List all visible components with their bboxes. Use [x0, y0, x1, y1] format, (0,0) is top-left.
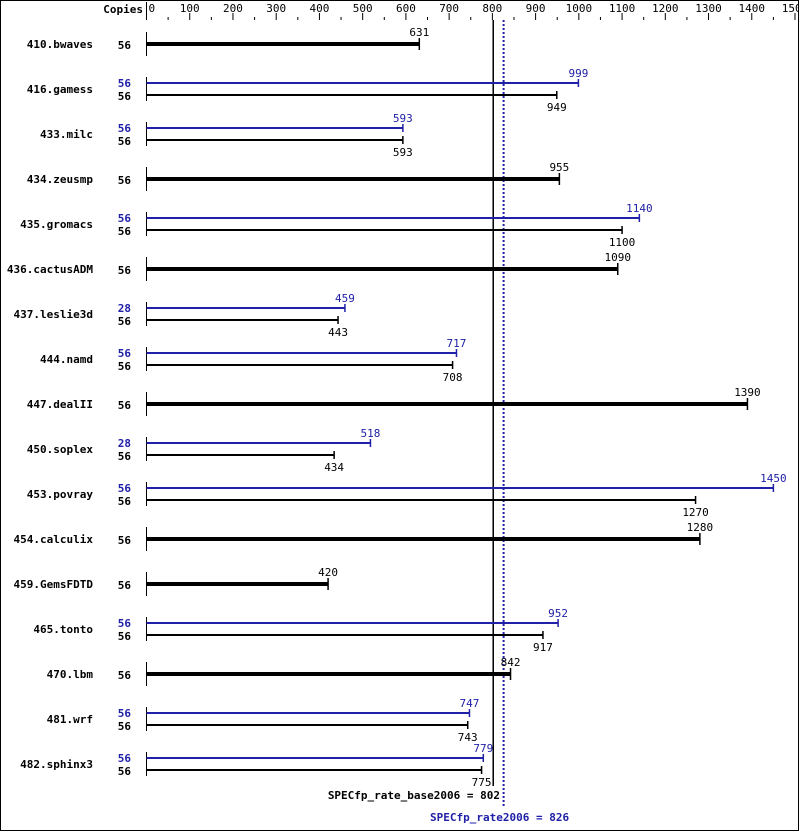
base-value-label: 743 [458, 731, 478, 744]
base-copies: 56 [118, 765, 132, 778]
peak-value-label: 717 [447, 337, 467, 350]
peak-copies: 56 [118, 77, 132, 90]
base-value-label: 708 [443, 371, 463, 384]
benchmark-label: 459.GemsFDTD [14, 578, 94, 591]
x-tick-label: 700 [439, 2, 459, 15]
peak-value-label: 952 [548, 607, 568, 620]
base-value-label: 1280 [687, 521, 714, 534]
base-value-label: 420 [318, 566, 338, 579]
x-tick-label: 1100 [609, 2, 636, 15]
base-value-label: 593 [393, 146, 413, 159]
x-tick-label: 1000 [566, 2, 593, 15]
x-tick-label: 200 [223, 2, 243, 15]
base-value-label: 955 [549, 161, 569, 174]
base-copies: 56 [118, 174, 132, 187]
x-tick-label: 1200 [652, 2, 679, 15]
peak-value-label: 779 [473, 742, 493, 755]
base-copies: 56 [118, 450, 132, 463]
peak-value-label: 518 [361, 427, 381, 440]
benchmark-label: 481.wrf [47, 713, 93, 726]
base-value-label: 631 [409, 26, 429, 39]
base-value-label: 1090 [604, 251, 631, 264]
base-copies: 56 [118, 630, 132, 643]
benchmark-label: 447.dealII [27, 398, 93, 411]
base-value-label: 1390 [734, 386, 761, 399]
benchmark-label: 437.leslie3d [14, 308, 93, 321]
base-copies: 56 [118, 39, 132, 52]
base-copies: 56 [118, 495, 132, 508]
x-tick-label: 600 [396, 2, 416, 15]
peak-value-label: 1140 [626, 202, 653, 215]
benchmark-label: 436.cactusADM [7, 263, 93, 276]
base-value-label: 443 [328, 326, 348, 339]
x-tick-label: 1500 [782, 2, 799, 15]
x-tick-label: 500 [353, 2, 373, 15]
peak-copies: 56 [118, 122, 132, 135]
base-value-label: 949 [547, 101, 567, 114]
benchmark-label: 453.povray [27, 488, 94, 501]
base-value-label: 775 [472, 776, 492, 789]
base-copies: 56 [118, 225, 132, 238]
peak-copies: 28 [118, 437, 131, 450]
x-tick-label: 300 [266, 2, 286, 15]
peak-value-label: 747 [460, 697, 480, 710]
peak-copies: 28 [118, 302, 131, 315]
copies-header: Copies [103, 3, 143, 16]
base-value-label: 917 [533, 641, 553, 654]
peak-copies: 56 [118, 707, 132, 720]
peak-copies: 56 [118, 752, 132, 765]
base-value-label: 1270 [682, 506, 709, 519]
peak-value-label: 1450 [760, 472, 787, 485]
benchmark-label: 482.sphinx3 [20, 758, 93, 771]
benchmark-label: 465.tonto [33, 623, 93, 636]
x-tick-label: 400 [309, 2, 329, 15]
x-tick-label: 100 [180, 2, 200, 15]
peak-copies: 56 [118, 212, 132, 225]
base-copies: 56 [118, 720, 132, 733]
base-value-label: 434 [324, 461, 344, 474]
base-copies: 56 [118, 399, 132, 412]
base-value-label: 1100 [609, 236, 636, 249]
benchmark-label: 433.milc [40, 128, 93, 141]
benchmark-label: 454.calculix [14, 533, 94, 546]
peak-copies: 56 [118, 347, 132, 360]
benchmark-label: 416.gamess [27, 83, 93, 96]
peak-value-label: 459 [335, 292, 355, 305]
base-copies: 56 [118, 669, 132, 682]
base-copies: 56 [118, 135, 132, 148]
base-copies: 56 [118, 360, 132, 373]
x-tick-label: 800 [482, 2, 502, 15]
x-tick-label: 1400 [739, 2, 766, 15]
peak-metric-label: SPECfp_rate2006 = 826 [430, 811, 569, 824]
base-copies: 56 [118, 534, 132, 547]
benchmark-label: 435.gromacs [20, 218, 93, 231]
peak-value-label: 593 [393, 112, 413, 125]
benchmark-label: 470.lbm [47, 668, 94, 681]
base-metric-label: SPECfp_rate_base2006 = 802 [328, 789, 500, 802]
x-tick-label: 1300 [695, 2, 722, 15]
x-tick-label: 900 [526, 2, 546, 15]
base-copies: 56 [118, 264, 132, 277]
peak-copies: 56 [118, 617, 132, 630]
benchmark-label: 444.namd [40, 353, 93, 366]
peak-value-label: 999 [568, 67, 588, 80]
peak-copies: 56 [118, 482, 132, 495]
x-tick-label: 0 [149, 2, 156, 15]
base-value-label: 842 [501, 656, 521, 669]
base-copies: 56 [118, 579, 132, 592]
benchmark-label: 410.bwaves [27, 38, 93, 51]
benchmark-label: 450.soplex [27, 443, 94, 456]
base-copies: 56 [118, 90, 132, 103]
base-copies: 56 [118, 315, 132, 328]
benchmark-label: 434.zeusmp [27, 173, 94, 186]
